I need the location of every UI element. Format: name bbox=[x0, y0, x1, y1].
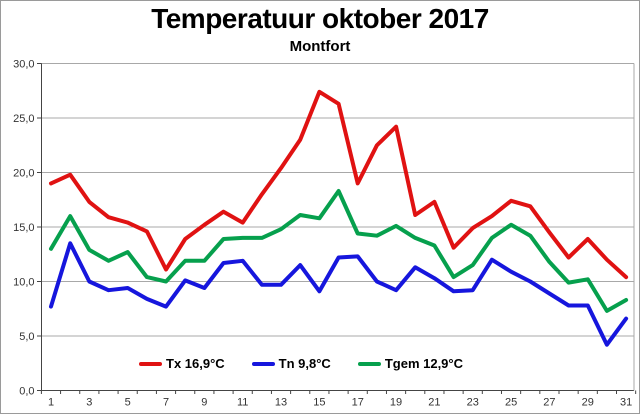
x-axis-label: 3 bbox=[86, 397, 92, 409]
chart-title: Temperatuur oktober 2017 bbox=[151, 3, 489, 34]
chart-subtitle: Montfort bbox=[289, 38, 351, 55]
x-axis-label: 17 bbox=[352, 397, 364, 409]
y-axis-label: 25,0 bbox=[13, 113, 34, 125]
y-axis-label: 5,0 bbox=[19, 331, 34, 343]
x-axis-label: 1 bbox=[48, 397, 54, 409]
x-axis-label: 21 bbox=[428, 397, 440, 409]
tx-line bbox=[49, 89, 629, 280]
tn-line bbox=[49, 241, 629, 347]
x-axis-label: 31 bbox=[620, 397, 632, 409]
tgem-legend-label: Tgem 12,9°C bbox=[384, 356, 463, 371]
x-axis-label: 29 bbox=[582, 397, 594, 409]
tx-line-swatch bbox=[139, 361, 162, 366]
y-axis-label: 30,0 bbox=[13, 59, 34, 71]
x-axis-label: 13 bbox=[275, 397, 287, 409]
x-axis-label: 11 bbox=[237, 397, 248, 409]
y-axis-label: 20,0 bbox=[13, 168, 34, 180]
legend-item-tx: Tx 16,9°C bbox=[139, 356, 225, 371]
tn-line-swatch bbox=[251, 361, 275, 366]
x-axis-label: 25 bbox=[505, 397, 517, 409]
x-axis-label: 19 bbox=[390, 397, 402, 409]
x-axis-label: 23 bbox=[467, 397, 479, 409]
tgem-line bbox=[49, 189, 629, 313]
legend: Tx 16,9°C Tn 9,8°C Tgem 12,9°C bbox=[139, 356, 463, 371]
y-axis-label: 10,0 bbox=[13, 277, 34, 289]
legend-item-tgem: Tgem 12,9°C bbox=[357, 356, 463, 371]
tgem-line-swatch bbox=[357, 361, 381, 366]
x-axis-label: 5 bbox=[125, 397, 131, 409]
y-axis-label: 15,0 bbox=[13, 222, 34, 234]
tn-legend-label: Tn 9,8°C bbox=[278, 356, 331, 371]
x-axis-label: 9 bbox=[201, 397, 207, 409]
x-axis-label: 27 bbox=[543, 397, 555, 409]
y-axis-label: 0,0 bbox=[19, 386, 34, 398]
tx-legend-label: Tx 16,9°C bbox=[166, 356, 225, 371]
legend-item-tn: Tn 9,8°C bbox=[251, 356, 331, 371]
x-axis-label: 15 bbox=[313, 397, 325, 409]
x-axis-label: 7 bbox=[163, 397, 169, 409]
